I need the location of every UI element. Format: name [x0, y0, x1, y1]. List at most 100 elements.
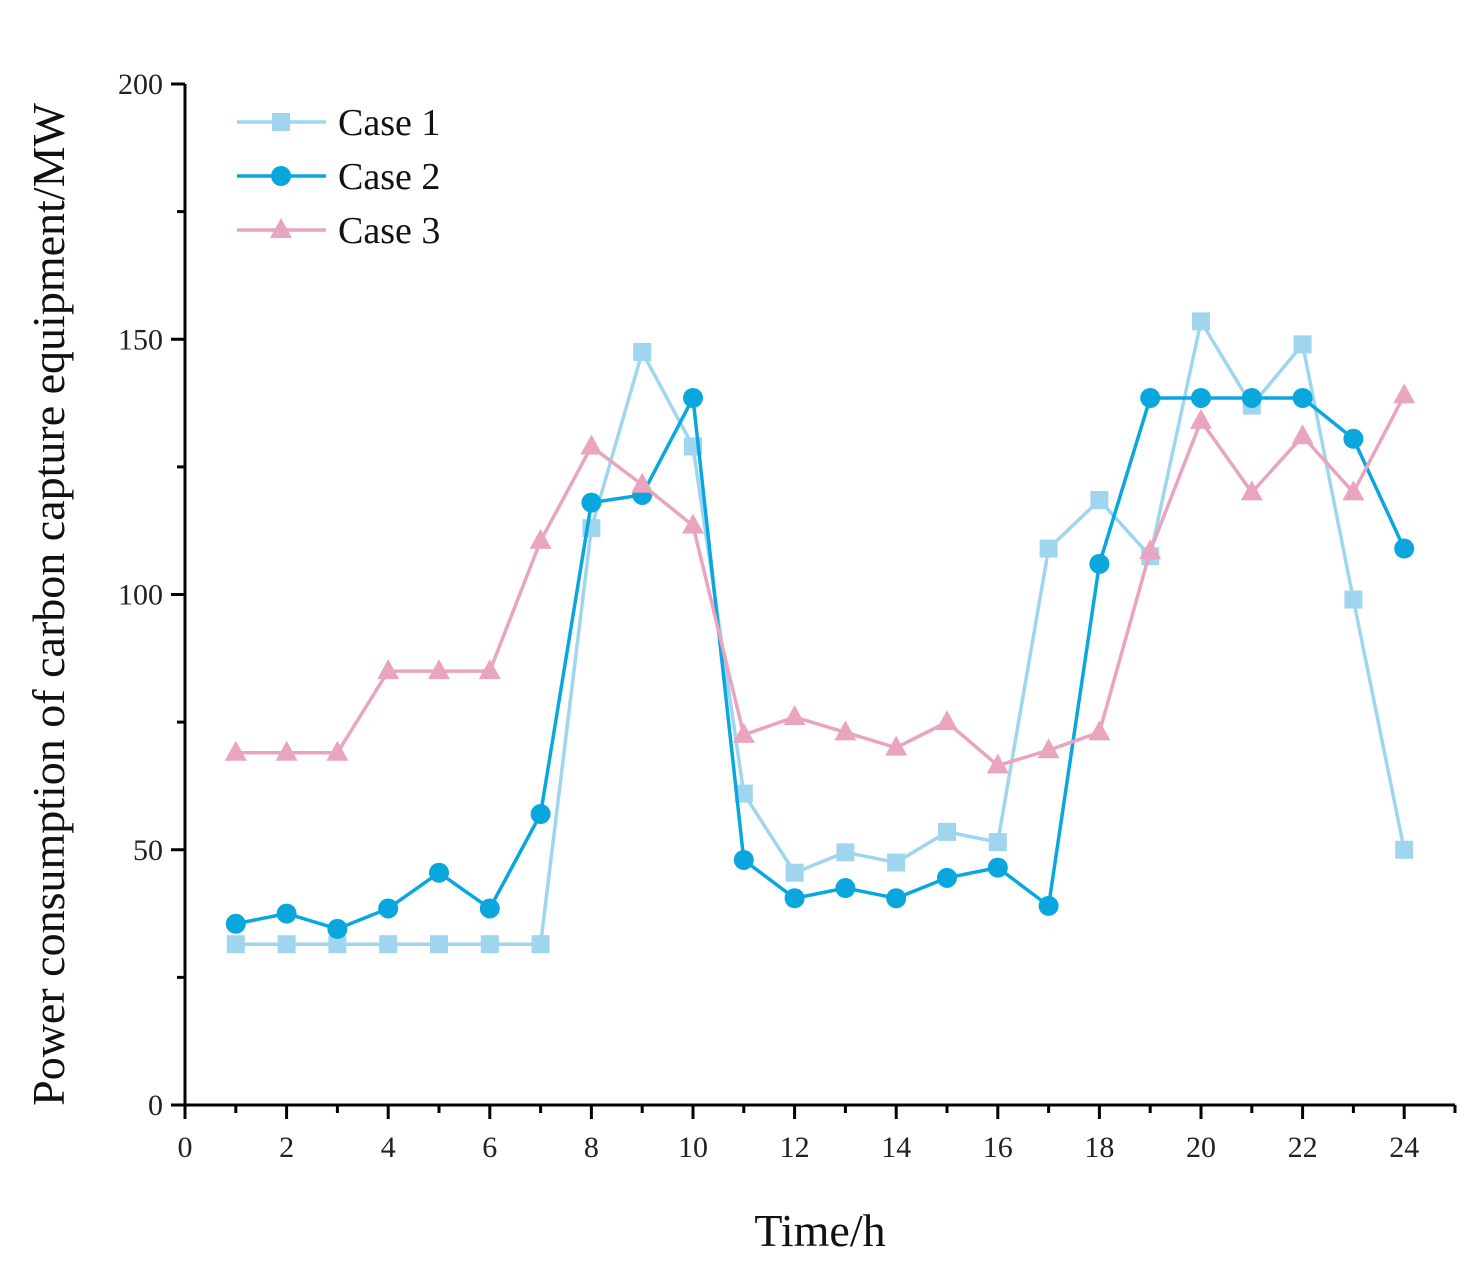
data-point [226, 935, 245, 954]
legend: Case 1 Case 2 Case 3 [237, 102, 440, 252]
data-point [1394, 538, 1415, 559]
data-point [1089, 553, 1110, 574]
legend-label: Case 3 [338, 210, 440, 252]
data-point [885, 735, 908, 756]
data-point [785, 863, 804, 882]
data-point [429, 862, 449, 883]
data-point [379, 935, 398, 954]
legend-label: Case 1 [338, 102, 440, 144]
x-tick-label: 18 [1084, 1131, 1114, 1164]
x-tick-label: 12 [780, 1131, 810, 1164]
x-tick-label: 20 [1186, 1131, 1216, 1164]
series-line [235, 396, 1406, 931]
data-point [784, 888, 805, 909]
data-point [529, 528, 552, 549]
data-point [1139, 539, 1162, 560]
data-point [1038, 895, 1059, 916]
data-point [836, 843, 855, 862]
data-point [1293, 335, 1312, 354]
data-point [1190, 408, 1212, 429]
data-point [1395, 840, 1414, 859]
data-point [682, 513, 704, 534]
data-point [886, 888, 907, 909]
data-point [1088, 720, 1111, 741]
y-tick-label: 50 [133, 834, 163, 867]
legend-marker [271, 166, 291, 186]
data-point [378, 898, 399, 919]
x-tick-label: 16 [983, 1131, 1013, 1164]
data-point [937, 867, 957, 888]
x-tick-label: 8 [584, 1131, 599, 1164]
data-point [277, 935, 296, 954]
data-point [988, 833, 1007, 852]
legend-item: Case 3 [237, 210, 440, 252]
data-point [1191, 387, 1211, 408]
x-tick-label: 10 [678, 1131, 708, 1164]
data-point [1291, 424, 1314, 445]
legend-item: Case 1 [237, 102, 440, 144]
data-point [377, 659, 400, 680]
data-point [683, 387, 703, 408]
data-point [987, 857, 1008, 878]
data-point [936, 710, 958, 731]
series-1 [226, 312, 1414, 954]
data-point [530, 804, 551, 825]
data-point [734, 784, 753, 803]
series-line [235, 394, 1406, 768]
data-point [835, 878, 856, 899]
data-point [479, 898, 500, 919]
data-point [328, 935, 347, 954]
data-point [783, 705, 806, 726]
legend-label: Case 2 [338, 156, 440, 198]
y-tick-label: 200 [118, 68, 163, 101]
data-point [732, 722, 755, 743]
legend-item: Case 2 [237, 156, 440, 198]
series-layer [224, 312, 1416, 954]
series-3 [224, 383, 1416, 774]
data-point [1090, 491, 1109, 510]
x-tick-label: 2 [279, 1131, 294, 1164]
data-point [326, 740, 349, 761]
y-tick-label: 0 [148, 1089, 163, 1122]
data-point [478, 659, 501, 680]
data-point [1192, 312, 1210, 331]
data-point [733, 849, 754, 870]
data-point [1241, 387, 1262, 408]
data-point [275, 740, 298, 761]
x-tick-label: 22 [1288, 1131, 1318, 1164]
x-axis-title: Time/h [754, 1205, 885, 1256]
data-point [1343, 428, 1364, 449]
y-tick-label: 100 [118, 579, 163, 612]
data-point [1140, 387, 1161, 408]
series-2 [225, 387, 1415, 939]
data-point [1240, 480, 1263, 501]
data-point [480, 935, 499, 954]
x-tick-label: 14 [881, 1131, 911, 1164]
data-point [1292, 387, 1313, 408]
data-point [1037, 738, 1060, 759]
legend-marker [270, 218, 292, 238]
data-point [428, 659, 450, 680]
y-axis-title: Power consumption of carbon capture equi… [23, 103, 74, 1106]
data-point [580, 434, 603, 455]
data-point [224, 740, 247, 761]
data-point [531, 935, 550, 954]
data-point [1342, 480, 1365, 501]
y-tick-label: 150 [118, 323, 163, 356]
data-point [276, 903, 297, 924]
data-point [986, 753, 1009, 774]
data-point [887, 853, 906, 872]
data-point [327, 918, 348, 939]
data-point [631, 472, 654, 493]
data-point [430, 935, 448, 954]
data-point [938, 822, 956, 841]
data-point [225, 913, 246, 934]
data-point [1344, 590, 1363, 609]
data-point [633, 343, 652, 362]
x-tick-label: 0 [178, 1131, 193, 1164]
data-point [581, 492, 602, 513]
x-tick-label: 4 [381, 1131, 396, 1164]
data-point [834, 720, 857, 741]
